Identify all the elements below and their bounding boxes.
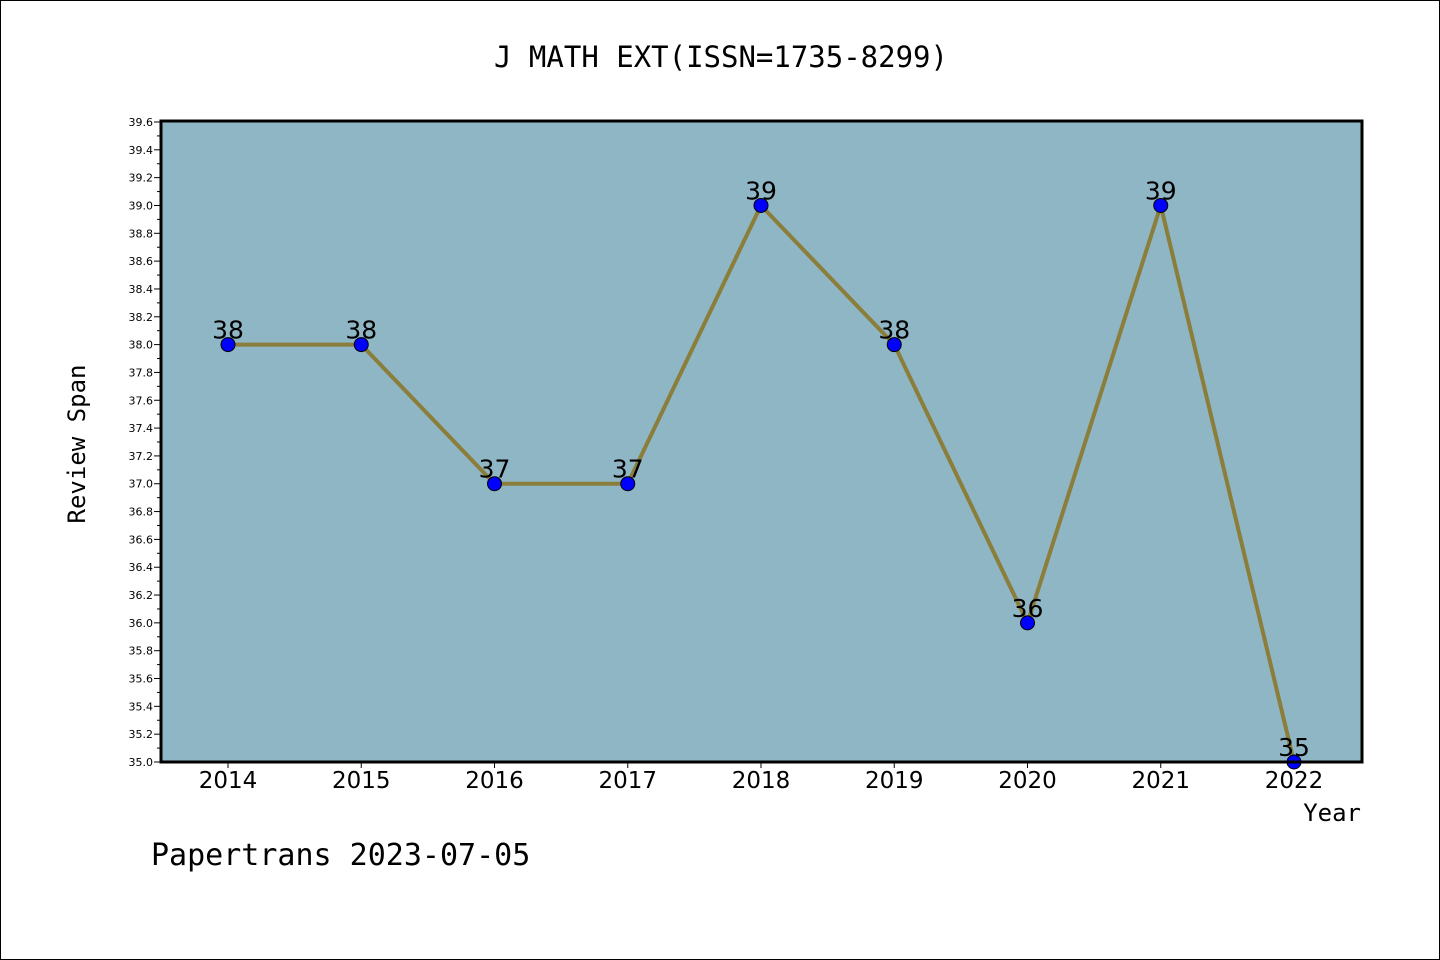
x-tick-label: 2022 [1265,768,1324,794]
y-tick-label: 36.0 [129,617,154,630]
data-points [220,197,1302,770]
plot-frame [159,119,1364,764]
y-tick-label: 35.6 [129,673,154,686]
x-axis-label: Year [1303,799,1361,827]
footer-date: Papertrans 2023-07-05 [151,838,530,873]
y-tick-label: 39.0 [129,199,154,212]
data-label: 35 [1278,733,1310,762]
data-label: 36 [1012,594,1044,623]
y-tick-label: 35.0 [129,756,154,769]
data-label: 38 [878,316,910,345]
y-tick-label: 38.6 [129,255,154,268]
y-tick-label: 36.4 [129,561,154,574]
y-tick-label: 37.6 [129,394,154,407]
data-point [1153,197,1169,213]
y-tick-label: 37.0 [129,478,154,491]
y-tick-label: 38.8 [129,227,154,240]
y-tick-label: 39.4 [129,144,154,157]
y-tick-label: 37.8 [129,366,154,379]
data-label: 37 [612,455,644,484]
x-tick-label: 2014 [199,768,258,794]
x-axis: 2014 2015 2016 2017 2018 2019 2020 2021 2022 [199,762,1324,794]
data-label: 38 [345,316,377,345]
data-point [220,337,236,353]
y-tick-label: 35.8 [129,645,154,658]
data-point [487,476,502,492]
data-point [353,337,369,353]
x-tick-label: 2018 [732,768,791,794]
x-tick-label: 2019 [865,768,924,794]
y-tick-label: 37.4 [129,422,154,435]
y-tick-label: 37.2 [129,450,154,463]
data-label: 39 [1145,176,1177,205]
data-point [753,197,769,213]
data-label: 38 [212,316,244,345]
y-axis-label: Review Span [63,365,91,524]
data-point [886,337,902,353]
data-point [1020,615,1035,631]
plot-area [161,121,1362,762]
x-tick-label: 2016 [465,768,524,794]
x-tick-label: 2020 [998,768,1057,794]
data-label: 37 [479,455,511,484]
x-tick-label: 2015 [332,768,391,794]
y-tick-label: 35.4 [129,700,154,713]
y-axis: 35.0 35.2 35.4 35.6 35.8 36.0 36.2 36.4 36.6 36.8… [129,116,161,769]
y-tick-label: 35.2 [129,728,154,741]
data-labels: 38 38 37 37 39 38 36 39 35 [212,176,1310,762]
x-tick-label: 2021 [1131,768,1190,794]
y-tick-label: 38.4 [129,283,154,296]
y-tick-label: 38.0 [129,339,154,352]
y-tick-label: 36.8 [129,506,154,519]
y-tick-label: 39.6 [129,116,154,129]
chart-title: J MATH EXT(ISSN=1735-8299) [494,40,948,74]
y-tick-label: 36.2 [129,589,154,602]
y-tick-label: 38.2 [129,311,154,324]
data-point [620,476,636,492]
y-tick-label: 36.6 [129,533,154,546]
data-label: 39 [745,176,777,205]
y-tick-label: 39.2 [129,172,154,185]
x-tick-label: 2017 [598,768,657,794]
